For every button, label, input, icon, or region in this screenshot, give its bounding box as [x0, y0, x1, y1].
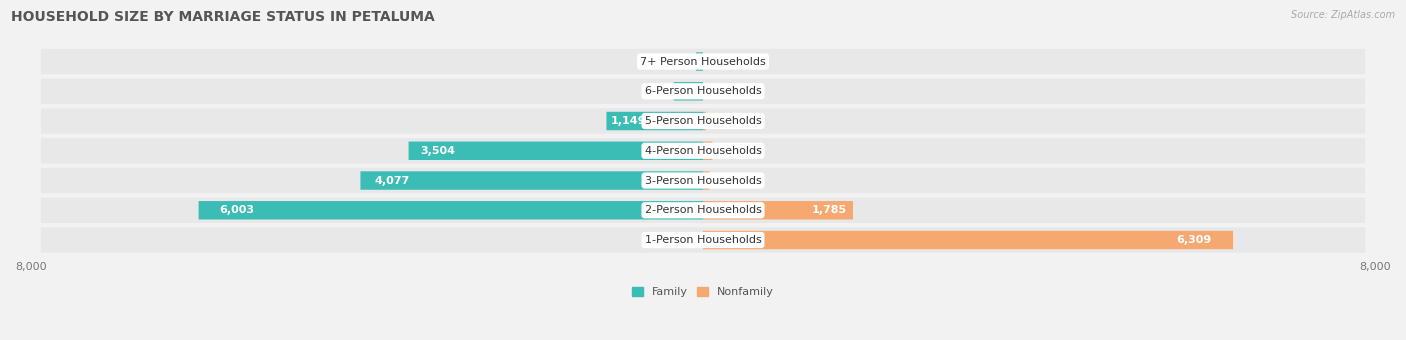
FancyBboxPatch shape [198, 201, 703, 220]
Text: 6,309: 6,309 [1177, 235, 1212, 245]
FancyBboxPatch shape [41, 168, 1365, 193]
FancyBboxPatch shape [703, 231, 1233, 249]
FancyBboxPatch shape [41, 108, 1365, 134]
Text: 6,003: 6,003 [219, 205, 254, 215]
Text: 1,149: 1,149 [610, 116, 645, 126]
FancyBboxPatch shape [703, 201, 853, 220]
FancyBboxPatch shape [409, 141, 703, 160]
FancyBboxPatch shape [703, 171, 710, 190]
Legend: Family, Nonfamily: Family, Nonfamily [627, 282, 779, 302]
FancyBboxPatch shape [41, 79, 1365, 104]
Text: 7+ Person Households: 7+ Person Households [640, 56, 766, 67]
Text: 1-Person Households: 1-Person Households [644, 235, 762, 245]
FancyBboxPatch shape [673, 82, 703, 101]
FancyBboxPatch shape [360, 171, 703, 190]
Text: 1,785: 1,785 [811, 205, 846, 215]
FancyBboxPatch shape [41, 227, 1365, 253]
Text: HOUSEHOLD SIZE BY MARRIAGE STATUS IN PETALUMA: HOUSEHOLD SIZE BY MARRIAGE STATUS IN PET… [11, 10, 434, 24]
Text: 111: 111 [718, 146, 740, 156]
FancyBboxPatch shape [703, 112, 706, 130]
Text: 0: 0 [689, 235, 696, 245]
FancyBboxPatch shape [41, 49, 1365, 74]
Text: 83: 83 [675, 56, 689, 67]
Text: 348: 348 [645, 86, 666, 96]
Text: 0: 0 [710, 56, 717, 67]
Text: 5-Person Households: 5-Person Households [644, 116, 762, 126]
FancyBboxPatch shape [41, 138, 1365, 164]
Text: 3,504: 3,504 [420, 146, 456, 156]
Text: 3-Person Households: 3-Person Households [644, 175, 762, 186]
Text: 37: 37 [713, 116, 727, 126]
Text: 80: 80 [717, 175, 731, 186]
FancyBboxPatch shape [696, 52, 703, 71]
Text: 4-Person Households: 4-Person Households [644, 146, 762, 156]
FancyBboxPatch shape [606, 112, 703, 130]
Text: 0: 0 [710, 86, 717, 96]
Text: 6-Person Households: 6-Person Households [644, 86, 762, 96]
Text: Source: ZipAtlas.com: Source: ZipAtlas.com [1291, 10, 1395, 20]
Text: 4,077: 4,077 [374, 175, 409, 186]
Text: 2-Person Households: 2-Person Households [644, 205, 762, 215]
FancyBboxPatch shape [41, 198, 1365, 223]
FancyBboxPatch shape [703, 141, 713, 160]
